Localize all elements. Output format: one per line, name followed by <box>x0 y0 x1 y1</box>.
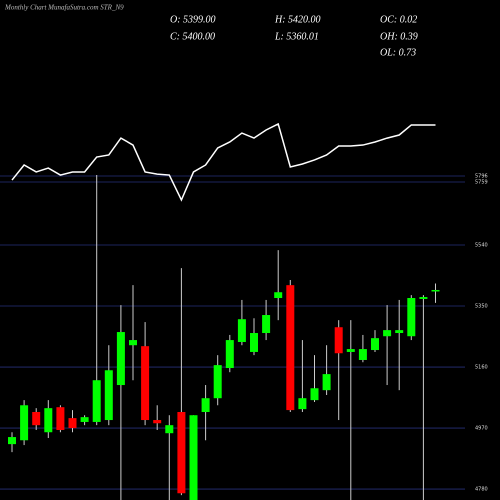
indicator-line <box>11 122 436 202</box>
ohlc-info: H: 5420.00 <box>274 14 321 25</box>
chart-title: Monthly Chart MunafaSutra.com STR_N9 <box>4 4 124 12</box>
candle-body <box>92 380 101 422</box>
y-tick-label: 5540 <box>475 243 488 249</box>
candle-body <box>346 349 355 352</box>
candle-body <box>310 388 319 401</box>
ohlc-info: L: 5360.01 <box>274 31 319 42</box>
candle-body <box>189 415 198 500</box>
candle-body <box>68 418 77 429</box>
candle-body <box>56 407 65 430</box>
candle-body <box>80 417 89 422</box>
candle-body <box>141 346 150 421</box>
candle-body <box>213 365 222 399</box>
candle-body <box>201 398 210 413</box>
candle-body <box>383 330 392 337</box>
candle-body <box>334 327 343 354</box>
candle-body <box>358 349 367 360</box>
y-tick-label: 5759 <box>475 180 488 186</box>
candle-body <box>274 292 283 299</box>
candle-body <box>431 289 440 292</box>
candle-body <box>32 412 41 426</box>
y-tick-label: 5160 <box>475 365 488 371</box>
candle-body <box>395 330 404 334</box>
candle-body <box>129 340 137 346</box>
candle-body <box>407 298 416 337</box>
ohlc-info: OL: 0.73 <box>380 47 416 58</box>
candle-body <box>419 297 428 299</box>
y-tick-label: 4970 <box>475 426 488 432</box>
ohlc-info: OC: 0.02 <box>380 14 417 25</box>
ohlc-info: O: 5399.00 <box>170 14 216 25</box>
candle-body <box>250 333 258 352</box>
candle-body <box>237 319 246 343</box>
candle-body <box>371 338 379 351</box>
ohlc-info: C: 5400.00 <box>170 31 215 42</box>
candle-body <box>20 405 29 441</box>
candle-body <box>153 420 162 424</box>
y-tick-label: 5796 <box>475 174 488 180</box>
candle-body <box>322 374 331 391</box>
candle-body <box>225 340 234 369</box>
candle-body <box>177 412 186 494</box>
y-tick-label: 5350 <box>475 304 488 310</box>
candle-body <box>298 398 307 410</box>
ohlc-info: OH: 0.39 <box>380 31 418 42</box>
candle-body <box>165 425 174 434</box>
candle-body <box>44 408 53 433</box>
candle-body <box>286 285 295 411</box>
candle-body <box>262 315 271 334</box>
candle-body <box>8 437 16 445</box>
candle-body <box>116 332 125 386</box>
y-tick-label: 4780 <box>475 487 488 493</box>
candle-body <box>104 370 113 421</box>
